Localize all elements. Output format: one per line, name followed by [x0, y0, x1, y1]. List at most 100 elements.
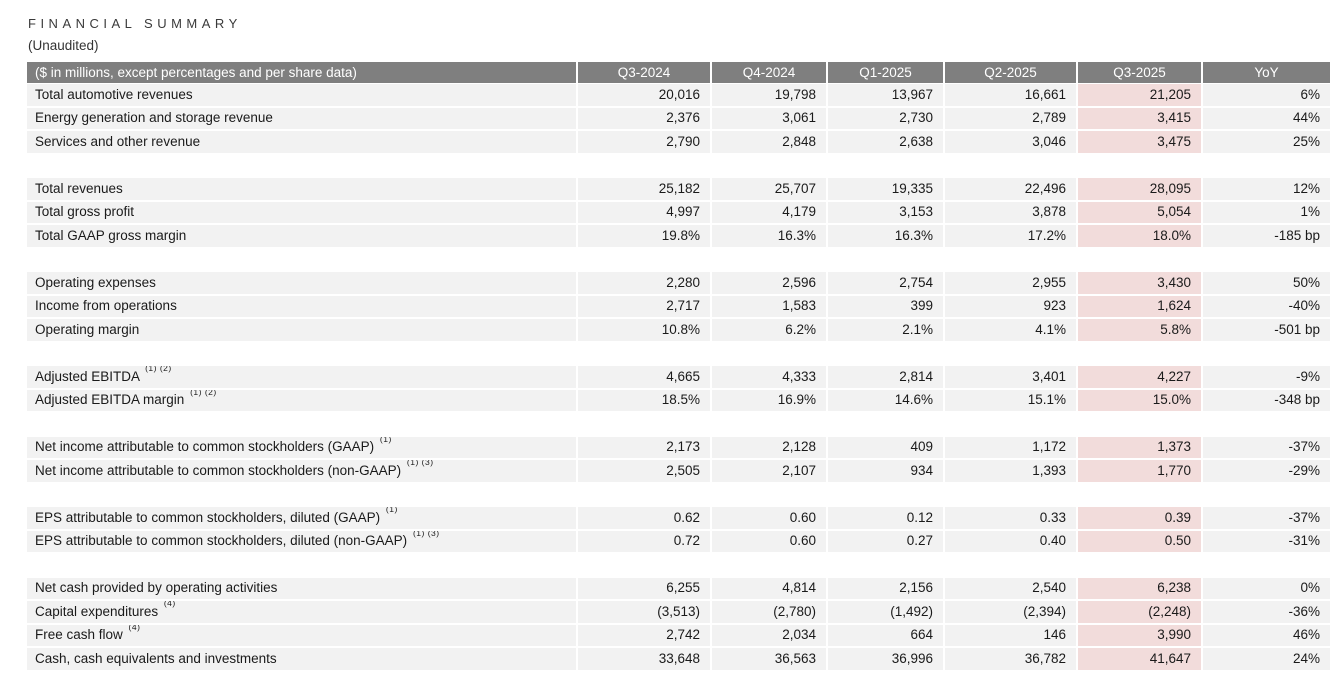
- value-cell: 2,717: [578, 295, 712, 319]
- table-row: EPS attributable to common stockholders,…: [27, 530, 1330, 554]
- row-label: Adjusted EBITDA (1) (2): [27, 366, 578, 390]
- value-cell: 18.0%: [1078, 225, 1203, 249]
- table-row: Total GAAP gross margin 19.8% 16.3% 16.3% 17…: [27, 225, 1330, 249]
- yoy-value-cell: -185 bp: [1203, 225, 1330, 249]
- value-cell: 25,707: [712, 178, 828, 202]
- yoy-value-cell: -29%: [1203, 460, 1330, 484]
- value-cell: 1,172: [945, 436, 1078, 460]
- value-cell: 399: [828, 295, 945, 319]
- value-cell: 1,393: [945, 460, 1078, 484]
- value-cell: 13,967: [828, 84, 945, 108]
- table-row: Capital expenditures (4) (3,513) (2,780) (1…: [27, 601, 1330, 625]
- section-spacer-row: [27, 413, 1330, 437]
- yoy-value-cell: -501 bp: [1203, 319, 1330, 343]
- spacer-cell: [27, 483, 1330, 507]
- value-cell: 36,563: [712, 648, 828, 672]
- table-row: Total gross profit 4,997 4,179 3,153 3,878 5,…: [27, 201, 1330, 225]
- value-cell: 2,376: [578, 107, 712, 131]
- value-cell: 18.5%: [578, 389, 712, 413]
- value-cell: 16,661: [945, 84, 1078, 108]
- value-cell: 2,156: [828, 577, 945, 601]
- value-cell: 0.39: [1078, 507, 1203, 531]
- value-cell: 16.3%: [712, 225, 828, 249]
- row-label: Total revenues: [27, 178, 578, 202]
- value-cell: 36,782: [945, 648, 1078, 672]
- table-body: Total automotive revenues 20,016 19,798 13,…: [27, 84, 1330, 672]
- table-row: Cash, cash equivalents and investments 33…: [27, 648, 1330, 672]
- header-cell-q3-2025: Q3-2025: [1078, 62, 1203, 84]
- footnote-marker: (1) (3): [406, 460, 434, 468]
- value-cell: (3,513): [578, 601, 712, 625]
- yoy-value-cell: 12%: [1203, 178, 1330, 202]
- yoy-value-cell: 1%: [1203, 201, 1330, 225]
- value-cell: 28,095: [1078, 178, 1203, 202]
- header-cell-q3-2024: Q3-2024: [578, 62, 712, 84]
- value-cell: 4,227: [1078, 366, 1203, 390]
- table-header-row: ($ in millions, except percentages and p…: [27, 62, 1330, 84]
- value-cell: 1,770: [1078, 460, 1203, 484]
- yoy-value-cell: 50%: [1203, 272, 1330, 296]
- value-cell: 2,848: [712, 131, 828, 155]
- value-cell: 2,280: [578, 272, 712, 296]
- value-cell: 2,814: [828, 366, 945, 390]
- value-cell: 16.9%: [712, 389, 828, 413]
- yoy-value-cell: -36%: [1203, 601, 1330, 625]
- row-label: Services and other revenue: [27, 131, 578, 155]
- row-label: Operating margin: [27, 319, 578, 343]
- value-cell: 4,333: [712, 366, 828, 390]
- value-cell: 6.2%: [712, 319, 828, 343]
- header-cell-q2-2025: Q2-2025: [945, 62, 1078, 84]
- yoy-value-cell: 44%: [1203, 107, 1330, 131]
- yoy-value-cell: -40%: [1203, 295, 1330, 319]
- table-row: Total automotive revenues 20,016 19,798 13,…: [27, 84, 1330, 108]
- yoy-value-cell: -348 bp: [1203, 389, 1330, 413]
- section-spacer-row: [27, 342, 1330, 366]
- row-label: Operating expenses: [27, 272, 578, 296]
- row-label: EPS attributable to common stockholders,…: [27, 507, 578, 531]
- page-title: FINANCIAL SUMMARY: [28, 16, 242, 31]
- value-cell: 2,596: [712, 272, 828, 296]
- value-cell: 923: [945, 295, 1078, 319]
- header-cell-caption: ($ in millions, except percentages and p…: [27, 62, 578, 84]
- value-cell: 2,730: [828, 107, 945, 131]
- value-cell: 10.8%: [578, 319, 712, 343]
- value-cell: 16.3%: [828, 225, 945, 249]
- table-row: EPS attributable to common stockholders,…: [27, 507, 1330, 531]
- value-cell: 3,046: [945, 131, 1078, 155]
- value-cell: (2,248): [1078, 601, 1203, 625]
- value-cell: 0.60: [712, 530, 828, 554]
- row-label: Income from operations: [27, 295, 578, 319]
- value-cell: 2,789: [945, 107, 1078, 131]
- row-label: Cash, cash equivalents and investments: [27, 648, 578, 672]
- header-cell-yoy: YoY: [1203, 62, 1330, 84]
- value-cell: 25,182: [578, 178, 712, 202]
- yoy-value-cell: -9%: [1203, 366, 1330, 390]
- yoy-value-cell: -37%: [1203, 436, 1330, 460]
- spacer-cell: [27, 413, 1330, 437]
- yoy-value-cell: 25%: [1203, 131, 1330, 155]
- value-cell: 2,505: [578, 460, 712, 484]
- value-cell: 3,990: [1078, 624, 1203, 648]
- value-cell: 2,790: [578, 131, 712, 155]
- footnote-marker: (4): [128, 624, 141, 632]
- value-cell: 2,742: [578, 624, 712, 648]
- value-cell: 2,128: [712, 436, 828, 460]
- value-cell: 2,173: [578, 436, 712, 460]
- header-cell-q4-2024: Q4-2024: [712, 62, 828, 84]
- section-spacer-row: [27, 154, 1330, 178]
- value-cell: 1,583: [712, 295, 828, 319]
- section-spacer-row: [27, 554, 1330, 578]
- value-cell: 6,255: [578, 577, 712, 601]
- footnote-marker: (1) (2): [145, 366, 172, 374]
- value-cell: 4,814: [712, 577, 828, 601]
- value-cell: 14.6%: [828, 389, 945, 413]
- value-cell: 146: [945, 624, 1078, 648]
- table-row: Adjusted EBITDA margin (1) (2) 18.5% 16.9%…: [27, 389, 1330, 413]
- value-cell: 0.27: [828, 530, 945, 554]
- row-label: Total gross profit: [27, 201, 578, 225]
- table-row: Operating expenses 2,280 2,596 2,754 2,955 3,…: [27, 272, 1330, 296]
- footnote-marker: (1): [385, 507, 398, 515]
- value-cell: 3,401: [945, 366, 1078, 390]
- value-cell: 21,205: [1078, 84, 1203, 108]
- value-cell: 3,415: [1078, 107, 1203, 131]
